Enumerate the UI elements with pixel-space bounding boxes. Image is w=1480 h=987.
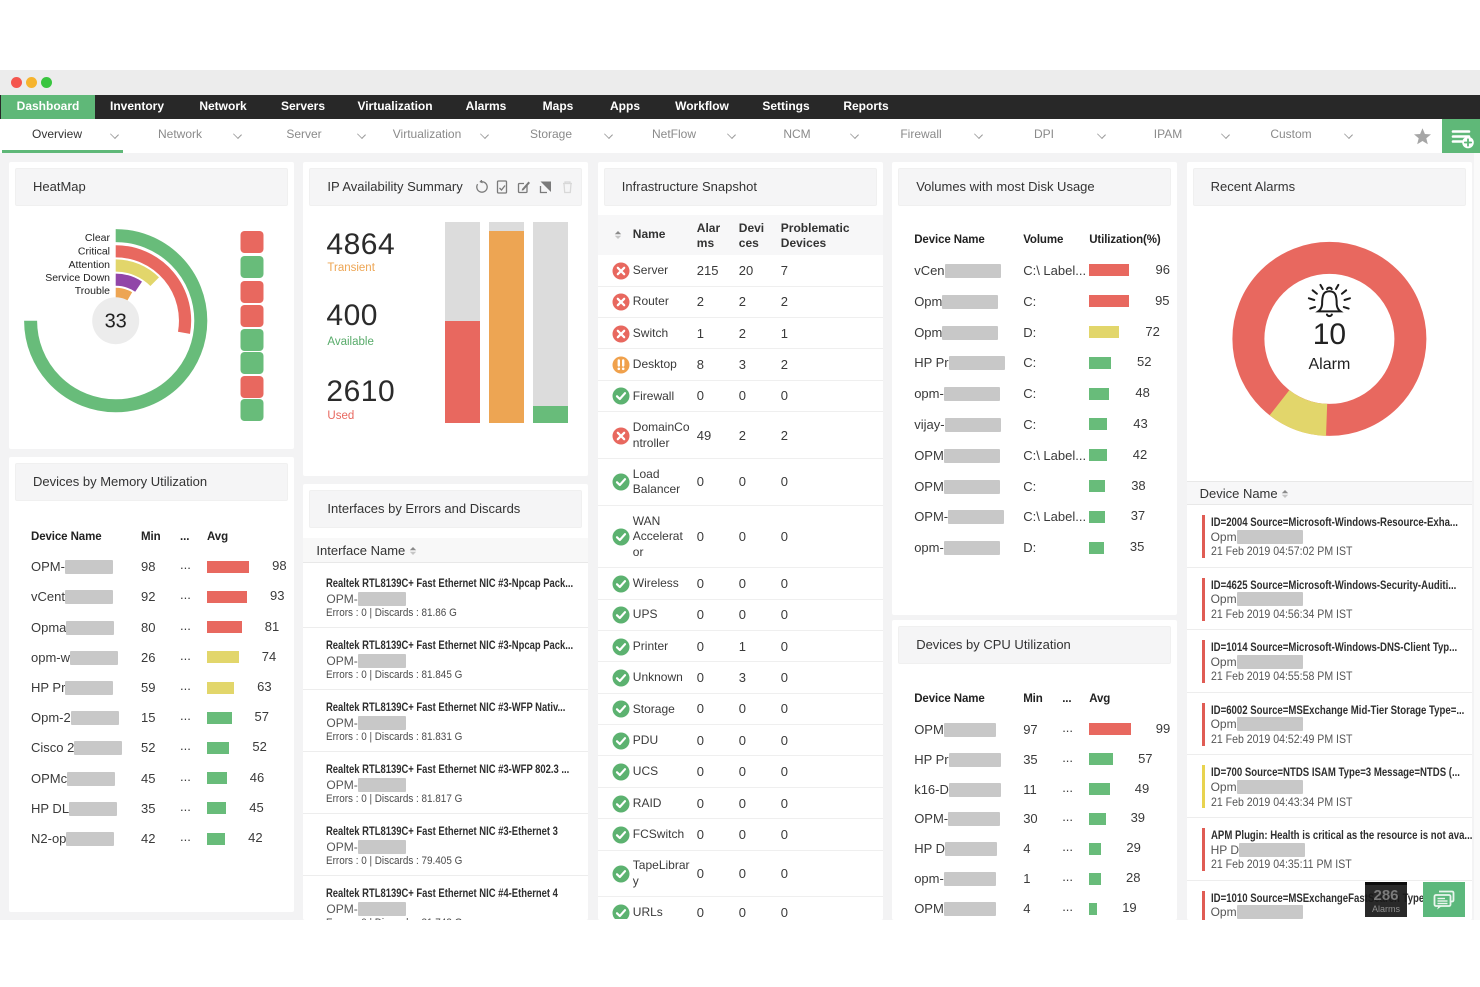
svg-text:Attention: Attention (69, 259, 111, 271)
svg-text:Critical: Critical (78, 245, 110, 257)
svg-text:33: 33 (105, 310, 127, 332)
svg-text:Clear: Clear (85, 232, 111, 244)
svg-text:Alarm: Alarm (1308, 356, 1350, 373)
svg-text:10: 10 (1312, 318, 1345, 351)
svg-text:Trouble: Trouble (75, 285, 110, 297)
svg-text:Service Down: Service Down (45, 272, 110, 284)
